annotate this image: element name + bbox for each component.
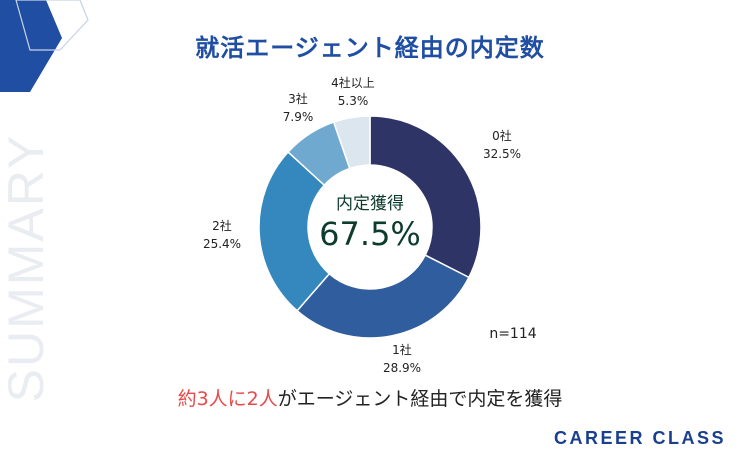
slice-category-label: 3社 [288, 91, 308, 106]
donut-slice-1 [296, 254, 470, 339]
caption-highlight: 約3人に2人 [177, 388, 278, 410]
center-label: 内定獲得 [336, 194, 404, 214]
slice-category-label: 4社以上 [331, 75, 375, 90]
chart-title: 就活エージェント経由の内定数 [195, 34, 545, 62]
donut-slice-2 [258, 150, 331, 312]
donut-slice-4 [332, 115, 371, 170]
donut-slice-0 [369, 115, 482, 279]
slice-category-label: 1社 [392, 342, 412, 357]
slice-value-label: 28.9% [383, 361, 421, 375]
slice-category-label: 0社 [492, 128, 512, 143]
slice-category-label: 2社 [212, 218, 232, 233]
caption: 約3人に2人がエージェント経由で内定を獲得 [0, 384, 740, 411]
slice-value-label: 25.4% [203, 237, 241, 251]
caption-text: がエージェント経由で内定を獲得 [277, 388, 563, 410]
slice-value-label: 7.9% [283, 110, 314, 124]
slice-value-label: 5.3% [338, 94, 369, 108]
slice-value-label: 32.5% [483, 147, 521, 161]
corner-decoration [0, 0, 89, 92]
sample-size-label: n=114 [489, 326, 536, 342]
brand-logo: CAREER CLASS [553, 428, 726, 448]
center-value: 67.5% [319, 215, 421, 253]
